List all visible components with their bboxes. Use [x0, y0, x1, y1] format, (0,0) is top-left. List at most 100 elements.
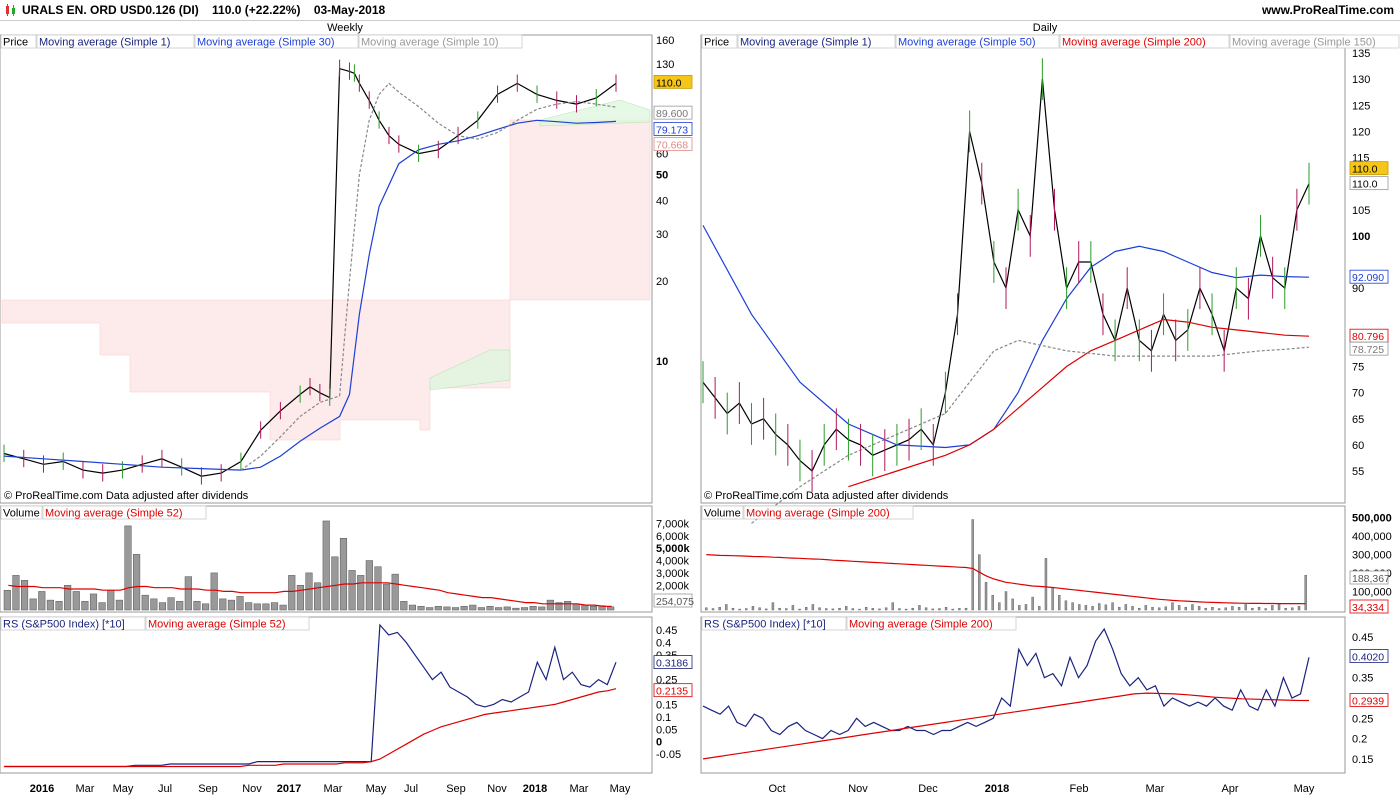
- daily-x-label: Apr: [1221, 783, 1238, 795]
- daily-volume-bar: [765, 608, 768, 611]
- panel-right-rs: [700, 616, 1346, 774]
- daily-volume-bar: [1044, 558, 1048, 611]
- daily-y-tick: 100: [1352, 231, 1370, 243]
- daily-rs-tick: 0.15: [1352, 754, 1373, 766]
- weekly-volume-bar: [417, 606, 425, 611]
- weekly-volume-tick: 3,000k: [656, 568, 690, 580]
- daily-volume-bar: [738, 608, 741, 611]
- panel-right-price: [700, 34, 1346, 504]
- weekly-rs-tag-ma-bg: [653, 683, 693, 698]
- quote-date: 03-May-2018: [313, 3, 386, 17]
- weekly-volume-bar: [391, 573, 399, 611]
- weekly-price-series-2: [240, 82, 617, 471]
- title-bar: URALS EN. ORD USD0.126 (DI) 110.0 (+22.2…: [0, 0, 1400, 21]
- daily-volume-bar: [998, 602, 1001, 611]
- daily-volume-bar: [1184, 607, 1188, 611]
- weekly-volume-bar: [589, 606, 598, 611]
- weekly-volume-bar: [20, 580, 29, 611]
- weekly-x-label: Sep: [446, 783, 466, 795]
- daily-x-label: Feb: [1070, 783, 1089, 795]
- daily-rs-tick: 0.35: [1352, 673, 1373, 685]
- weekly-x-label: May: [366, 783, 387, 795]
- weekly-volume-bar: [314, 582, 322, 611]
- daily-rs-tick: 0.45: [1352, 632, 1373, 644]
- daily-volume-bar: [1264, 608, 1267, 611]
- weekly-y-tick: 50: [656, 170, 668, 182]
- daily-price-legend-item-3: Moving average (Simple 200): [1062, 37, 1206, 49]
- daily-rs-tag-rs: 0.4020: [1352, 652, 1384, 664]
- weekly-volume-bar: [46, 599, 54, 611]
- panel-right-volume: [700, 505, 1346, 613]
- weekly-volume-bar: [305, 572, 313, 611]
- daily-volume-bar: [1011, 598, 1014, 611]
- daily-volume-bar: [838, 607, 841, 611]
- daily-price-legend-item-1: Moving average (Simple 1): [740, 37, 871, 49]
- daily-rs-tag-ma-bg: [1349, 693, 1389, 707]
- weekly-volume-bar: [107, 589, 115, 611]
- daily-volume-bar: [944, 607, 948, 611]
- weekly-volume-bar: [460, 606, 468, 611]
- weekly-volume-legend-item-1: Moving average (Simple 52): [45, 508, 183, 520]
- weekly-x-label: Nov: [487, 783, 507, 795]
- weekly-volume-bar: [38, 591, 46, 611]
- weekly-y-tick: 60: [656, 149, 668, 161]
- daily-volume-bar: [1038, 606, 1041, 611]
- daily-volume-bar: [1031, 596, 1034, 611]
- daily-volume-bar: [1231, 606, 1234, 611]
- weekly-x-label: 2016: [30, 783, 54, 795]
- weekly-rs-tick: 0.45: [656, 625, 677, 637]
- weekly-y-tick: 40: [656, 196, 668, 208]
- weekly-volume-bar: [279, 604, 287, 611]
- weekly-volume-bar: [469, 604, 477, 611]
- daily-price-series-3: [751, 339, 1310, 524]
- daily-volume-bar: [964, 607, 968, 611]
- weekly-volume-bar: [245, 602, 253, 611]
- chart-area[interactable]: Weekly Daily Price Moving average (Simple 1…: [0, 20, 1400, 800]
- weekly-volume-bar: [434, 606, 442, 611]
- site-link[interactable]: www.ProRealTime.com: [1261, 3, 1394, 17]
- daily-tag-ma150-bg: [1349, 341, 1389, 356]
- daily-volume-bar: [918, 605, 921, 611]
- daily-volume-bar: [1271, 605, 1274, 611]
- daily-volume-bar: [1217, 608, 1221, 611]
- weekly-volume-bar: [477, 607, 485, 611]
- weekly-volume-legend-item-0: Volume: [3, 508, 40, 520]
- daily-volume-bar: [725, 604, 728, 611]
- daily-volume-bar: [1304, 575, 1307, 611]
- weekly-price-legend-item-0: Price: [3, 37, 28, 49]
- weekly-volume-bar: [253, 603, 261, 611]
- daily-volume-bar: [1257, 607, 1261, 611]
- daily-volume-bar: [831, 608, 835, 611]
- weekly-tag-ma30-bg: [653, 122, 693, 136]
- candlestick-icon: [6, 4, 15, 16]
- weekly-rs-tick: 0: [656, 737, 662, 749]
- weekly-volume-tick: 7,000k: [656, 518, 690, 530]
- daily-volume-bar: [1251, 607, 1254, 611]
- daily-volume-bar: [878, 608, 881, 611]
- weekly-rs-legend-item-0: RS (S&P500 Index) [*10]: [3, 619, 125, 631]
- daily-volume-bar: [898, 608, 901, 611]
- weekly-volume-bar: [210, 572, 218, 611]
- daily-price-legend-item-2: Moving average (Simple 50): [898, 37, 1036, 49]
- daily-volume-bar: [758, 607, 761, 611]
- daily-y-tick: 75: [1352, 362, 1364, 374]
- daily-y-tick: 120: [1352, 126, 1370, 138]
- daily-volume-bar: [731, 607, 735, 611]
- daily-volume-bar: [718, 607, 721, 611]
- weekly-volume-bar: [512, 607, 520, 611]
- weekly-price-legend-box-2: [194, 34, 359, 49]
- weekly-volume-bar: [29, 598, 37, 611]
- daily-x-label: Nov: [848, 783, 868, 795]
- daily-tag-price: 110.0: [1352, 164, 1378, 176]
- daily-x-label: Dec: [918, 783, 938, 795]
- daily-volume-bar: [1137, 607, 1141, 611]
- daily-y-tick: 125: [1352, 100, 1370, 112]
- weekly-x-label: Nov: [242, 783, 262, 795]
- daily-volume-bar: [1157, 607, 1161, 611]
- daily-y-tick: 105: [1352, 205, 1370, 217]
- daily-volume-bar: [798, 608, 801, 611]
- period-label-daily: Daily: [1033, 22, 1058, 34]
- daily-x-label: Oct: [768, 783, 785, 795]
- daily-tag-price-2: 110.0: [1352, 179, 1378, 191]
- weekly-volume-bar: [348, 570, 356, 611]
